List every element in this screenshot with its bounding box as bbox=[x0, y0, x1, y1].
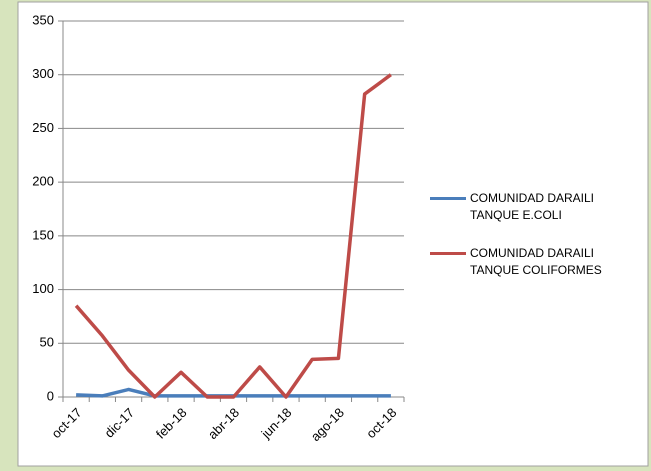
legend-swatch bbox=[430, 252, 466, 255]
chart-area bbox=[17, 1, 649, 467]
y-tick-label: 100 bbox=[32, 281, 54, 296]
y-tick-label: 300 bbox=[32, 66, 54, 81]
y-tick-label: 50 bbox=[40, 335, 54, 350]
y-tick-label: 0 bbox=[47, 388, 54, 403]
y-tick-label: 250 bbox=[32, 120, 54, 135]
y-tick-label: 200 bbox=[32, 174, 54, 189]
legend-label: COMUNIDAD DARAILI TANQUE E.COLI bbox=[470, 191, 595, 222]
y-tick-label: 150 bbox=[32, 227, 54, 242]
y-tick-label: 350 bbox=[32, 12, 54, 27]
legend-swatch bbox=[430, 197, 466, 200]
legend-label: COMUNIDAD DARAILI TANQUE COLIFORMES bbox=[470, 246, 602, 277]
series-line bbox=[74, 73, 392, 399]
